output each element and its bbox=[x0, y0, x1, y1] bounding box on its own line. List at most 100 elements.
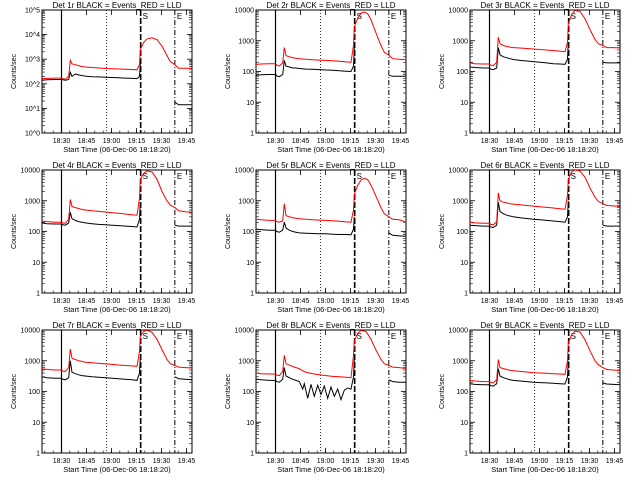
x-tick-label: 18:45 bbox=[506, 298, 524, 305]
x-tick-label: 19:00 bbox=[103, 138, 121, 145]
chart-title: Det 5r BLACK = Events_RED = LLD bbox=[267, 161, 396, 170]
x-tick-label: 19:15 bbox=[128, 138, 146, 145]
x-tick-label: 19:15 bbox=[128, 298, 146, 305]
x-tick-label: 19:45 bbox=[392, 298, 410, 305]
x-tick-label: 19:00 bbox=[317, 458, 335, 465]
x-tick-label: 19:00 bbox=[531, 138, 549, 145]
y-tick-label: 100 bbox=[28, 389, 40, 396]
marker-label-e: E bbox=[605, 172, 610, 181]
y-tick-label: 1 bbox=[36, 451, 40, 458]
y-tick-label: 1 bbox=[464, 291, 468, 298]
x-axis-label: Start Time (06-Dec-06 18:18:20) bbox=[277, 465, 385, 474]
x-tick-label: 19:45 bbox=[606, 138, 624, 145]
black-events-line-3 bbox=[388, 379, 406, 383]
black-events-line-1 bbox=[256, 359, 355, 402]
y-tick-label: 1000 bbox=[452, 38, 468, 45]
y-tick-label: 10 bbox=[32, 420, 40, 427]
x-tick-label: 19:15 bbox=[556, 298, 574, 305]
marker-label-s: S bbox=[571, 332, 576, 341]
y-tick-label: 100 bbox=[242, 229, 254, 236]
y-tick-label: 100 bbox=[456, 389, 468, 396]
x-tick-label: 18:45 bbox=[292, 458, 310, 465]
marker-label-e: E bbox=[605, 12, 610, 21]
y-tick-label: 100 bbox=[28, 229, 40, 236]
plot-frame bbox=[469, 169, 621, 294]
y-tick-label: 1 bbox=[464, 131, 468, 138]
x-tick-label: 19:30 bbox=[367, 458, 385, 465]
plot-frame bbox=[469, 329, 621, 454]
black-events-line-1 bbox=[42, 63, 141, 81]
x-axis-label: Start Time (06-Dec-06 18:18:20) bbox=[63, 145, 171, 154]
black-events-line-3 bbox=[174, 224, 192, 227]
chart-title: Det 8r BLACK = Events_RED = LLD bbox=[267, 321, 396, 330]
y-tick-label: 10^2 bbox=[25, 81, 40, 88]
marker-label-e: E bbox=[391, 332, 396, 341]
x-tick-label: 19:15 bbox=[342, 458, 360, 465]
x-tick-label: 19:00 bbox=[103, 458, 121, 465]
y-tick-label: 1000 bbox=[238, 198, 254, 205]
y-tick-label: 10 bbox=[32, 260, 40, 267]
x-tick-label: 18:30 bbox=[53, 298, 71, 305]
y-tick-label: 10 bbox=[246, 100, 254, 107]
x-tick-label: 19:30 bbox=[153, 458, 171, 465]
black-events-line-1 bbox=[470, 42, 569, 71]
chart-title: Det 7r BLACK = Events_RED = LLD bbox=[53, 321, 182, 330]
y-axis-label: Counts/sec bbox=[11, 373, 18, 409]
red-lld-line-2 bbox=[256, 177, 406, 223]
y-tick-label: 1000 bbox=[238, 38, 254, 45]
y-tick-label: 10 bbox=[460, 100, 468, 107]
x-tick-label: 19:00 bbox=[103, 298, 121, 305]
x-tick-label: 19:00 bbox=[531, 458, 549, 465]
marker-label-s: S bbox=[357, 172, 362, 181]
x-tick-label: 19:15 bbox=[556, 458, 574, 465]
y-tick-label: 10^1 bbox=[25, 106, 40, 113]
marker-label-s: S bbox=[143, 332, 148, 341]
black-events-line-1 bbox=[256, 216, 355, 236]
x-tick-label: 18:45 bbox=[78, 298, 96, 305]
y-tick-label: 1 bbox=[250, 451, 254, 458]
chart-panel-4: Det 4r BLACK = Events_RED = LLD 1 10 100 100… bbox=[11, 161, 195, 314]
x-tick-label: 19:45 bbox=[178, 458, 196, 465]
marker-label-e: E bbox=[605, 332, 610, 341]
chart-panel-9: Det 9r BLACK = Events_RED = LLD 1 10 100 100… bbox=[439, 321, 623, 474]
x-tick-label: 18:30 bbox=[481, 458, 499, 465]
chart-title: Det 1r BLACK = Events_RED = LLD bbox=[53, 1, 182, 10]
chart-panel-2: Det 2r BLACK = Events_RED = LLD 1 10 100 100… bbox=[225, 1, 409, 154]
marker-label-e: E bbox=[177, 172, 182, 181]
x-tick-label: 18:45 bbox=[292, 298, 310, 305]
chart-title: Det 9r BLACK = Events_RED = LLD bbox=[481, 321, 610, 330]
x-tick-label: 19:30 bbox=[153, 298, 171, 305]
x-tick-label: 19:45 bbox=[392, 458, 410, 465]
marker-label-s: S bbox=[143, 12, 148, 21]
y-axis-label: Counts/sec bbox=[225, 53, 232, 89]
marker-label-s: S bbox=[571, 172, 576, 181]
plot-frame bbox=[41, 9, 193, 134]
y-tick-label: 10000 bbox=[21, 168, 41, 175]
x-tick-label: 19:00 bbox=[317, 138, 335, 145]
y-tick-label: 10000 bbox=[235, 8, 255, 15]
y-tick-label: 100 bbox=[242, 389, 254, 396]
marker-label-e: E bbox=[391, 12, 396, 21]
black-events-line-1 bbox=[42, 202, 141, 228]
x-tick-label: 18:30 bbox=[267, 298, 285, 305]
plot-frame bbox=[255, 329, 407, 454]
y-tick-label: 1 bbox=[36, 291, 40, 298]
chart-panel-3: Det 3r BLACK = Events_RED = LLD 1 10 100 100… bbox=[439, 1, 623, 154]
black-events-line-1 bbox=[256, 47, 355, 78]
y-tick-label: 10^3 bbox=[25, 57, 40, 64]
x-tick-label: 19:30 bbox=[153, 138, 171, 145]
x-tick-label: 19:30 bbox=[581, 458, 599, 465]
chart-panel-5: Det 5r BLACK = Events_RED = LLD 1 10 100 100… bbox=[225, 161, 409, 314]
y-tick-label: 1000 bbox=[452, 358, 468, 365]
y-axis-label: Counts/sec bbox=[11, 213, 18, 249]
x-tick-label: 19:30 bbox=[581, 138, 599, 145]
plot-frame bbox=[255, 9, 407, 134]
black-events-line-3 bbox=[602, 382, 620, 386]
x-tick-label: 18:30 bbox=[481, 138, 499, 145]
x-tick-label: 18:45 bbox=[506, 138, 524, 145]
y-tick-label: 10000 bbox=[21, 328, 41, 335]
red-lld-line-2 bbox=[256, 11, 406, 67]
y-tick-label: 1000 bbox=[24, 358, 40, 365]
black-events-line-3 bbox=[602, 61, 620, 64]
x-tick-label: 19:45 bbox=[392, 138, 410, 145]
